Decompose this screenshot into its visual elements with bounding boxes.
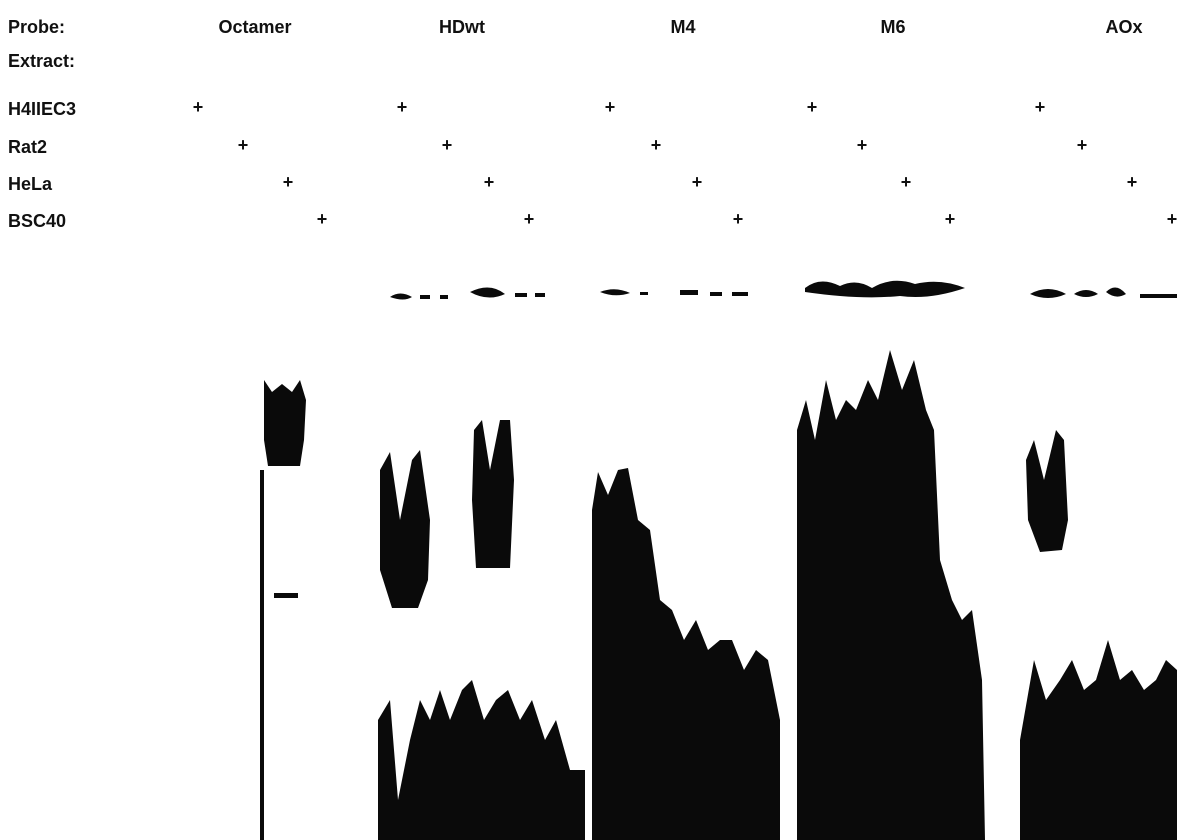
gel-top-band [1030, 287, 1177, 298]
gel-top-band [390, 287, 545, 299]
probe-name: HDwt [439, 17, 485, 37]
plus-mark: + [1127, 172, 1138, 192]
probe-name: Octamer [218, 17, 291, 37]
plus-mark: + [1077, 135, 1088, 155]
plus-mark: + [238, 135, 249, 155]
gel-top-band [600, 289, 748, 296]
plus-mark: + [605, 97, 616, 117]
page: Probe: Extract: Octamer HDwt M4 M6 AOx H4IIEC… [0, 0, 1177, 840]
plus-mark: + [651, 135, 662, 155]
gel-smear [592, 468, 780, 840]
probe-name: M4 [670, 17, 695, 37]
extract-name: HeLa [8, 174, 53, 194]
extract-name: H4IIEC3 [8, 99, 76, 119]
probe-label: Probe: [8, 17, 65, 37]
plus-mark: + [317, 209, 328, 229]
plus-mark: + [901, 172, 912, 192]
gel-band [472, 420, 514, 568]
gel-smear [797, 350, 985, 840]
extract-name: BSC40 [8, 211, 66, 231]
gel-band [264, 380, 306, 466]
extract-label: Extract: [8, 51, 75, 71]
gel-smear [378, 680, 585, 840]
gel-band [274, 593, 298, 598]
plus-mark: + [193, 97, 204, 117]
gel-band [380, 450, 430, 608]
gel-top-band [805, 281, 965, 298]
plus-mark: + [1035, 97, 1046, 117]
plus-mark: + [807, 97, 818, 117]
plus-mark: + [1167, 209, 1177, 229]
plus-mark: + [945, 209, 956, 229]
plus-mark: + [283, 172, 294, 192]
probe-name: M6 [880, 17, 905, 37]
plus-mark: + [857, 135, 868, 155]
probe-name: AOx [1105, 17, 1142, 37]
extract-name: Rat2 [8, 137, 47, 157]
gel-smear [1020, 640, 1177, 840]
plus-mark: + [484, 172, 495, 192]
plus-mark: + [524, 209, 535, 229]
gel-band [1026, 430, 1068, 552]
plus-mark: + [442, 135, 453, 155]
plus-mark: + [692, 172, 703, 192]
gel-lane [260, 470, 264, 840]
plus-mark: + [733, 209, 744, 229]
gel-figure: Probe: Extract: Octamer HDwt M4 M6 AOx H4IIEC… [0, 0, 1177, 840]
gel [260, 281, 1177, 840]
plus-mark: + [397, 97, 408, 117]
